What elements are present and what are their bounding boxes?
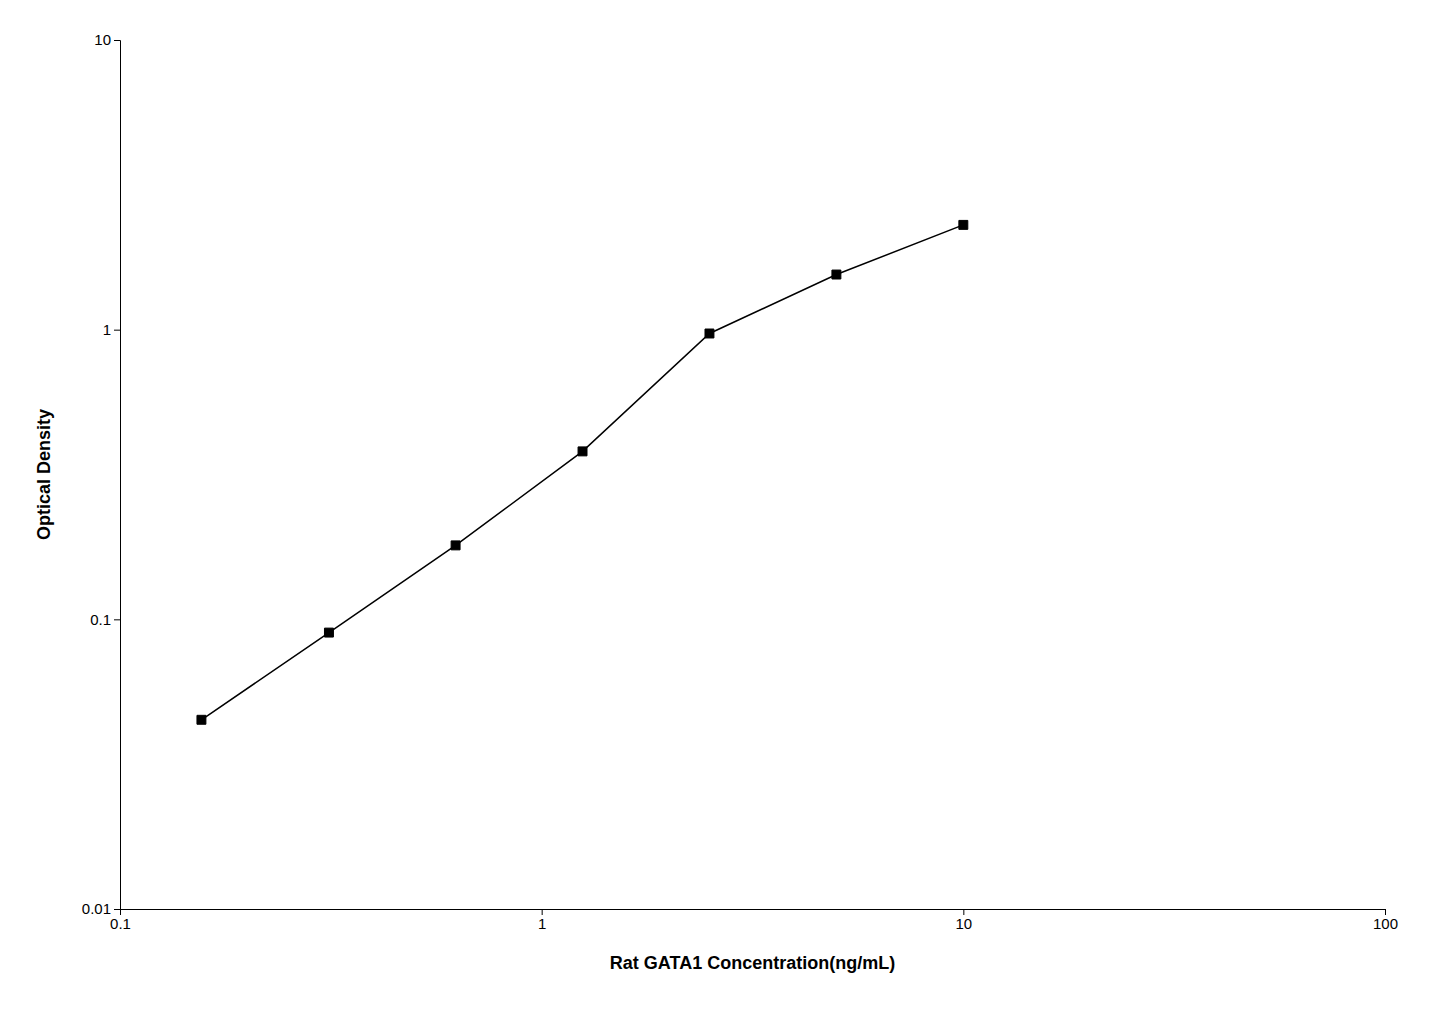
x-tick: 100 bbox=[1373, 909, 1398, 932]
x-axis: 0.1 1 10 100 bbox=[110, 909, 1398, 932]
y-axis: 0.01 0.1 1 10 bbox=[82, 31, 121, 917]
y-tick-label: 0.1 bbox=[90, 611, 111, 628]
marker bbox=[959, 220, 968, 229]
marker bbox=[832, 270, 841, 279]
marker bbox=[705, 329, 714, 338]
x-tick-label: 1 bbox=[538, 915, 546, 932]
y-tick-mark bbox=[114, 619, 120, 620]
x-tick: 10 bbox=[955, 909, 972, 932]
x-axis-line bbox=[121, 910, 1386, 916]
x-tick: 1 bbox=[538, 909, 546, 932]
y-tick-label: 1 bbox=[103, 321, 111, 338]
marker bbox=[324, 628, 333, 637]
plot-area bbox=[197, 220, 968, 724]
y-tick-mark bbox=[114, 909, 120, 910]
x-axis-title: Rat GATA1 Concentration(ng/mL) bbox=[610, 953, 895, 973]
marker bbox=[451, 541, 460, 550]
y-tick-mark bbox=[114, 330, 120, 331]
y-tick: 0.1 bbox=[90, 611, 120, 628]
y-tick: 1 bbox=[103, 321, 120, 338]
y-axis-title: Optical Density bbox=[34, 409, 54, 540]
y-tick-label: 10 bbox=[94, 31, 111, 48]
y-tick: 0.01 bbox=[82, 900, 120, 917]
chart: 0.11101000.010.1110Rat GATA1 Concentrati… bbox=[0, 0, 1445, 1009]
y-tick-label: 0.01 bbox=[82, 900, 111, 917]
y-tick-mark bbox=[114, 40, 120, 41]
line bbox=[201, 225, 963, 720]
x-tick-label: 0.1 bbox=[110, 915, 131, 932]
marker bbox=[197, 715, 206, 724]
marker bbox=[578, 447, 587, 456]
y-axis-line bbox=[114, 41, 121, 910]
x-tick-label: 10 bbox=[955, 915, 972, 932]
y-tick: 10 bbox=[94, 31, 120, 48]
x-tick: 0.1 bbox=[110, 909, 131, 932]
x-tick-label: 100 bbox=[1373, 915, 1398, 932]
